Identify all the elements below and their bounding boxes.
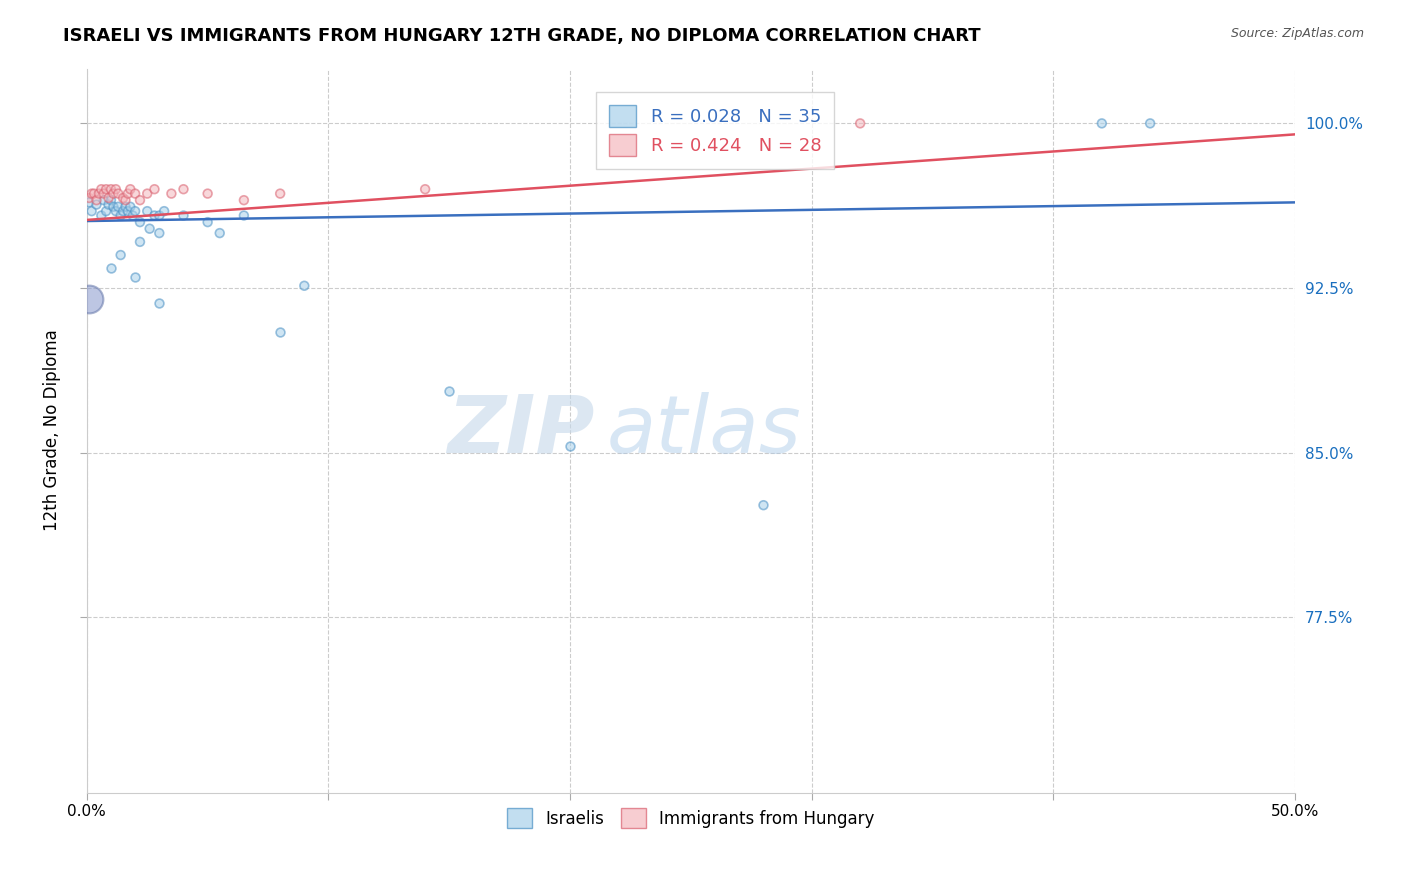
Point — [117, 186, 139, 201]
Point — [197, 186, 219, 201]
Point — [197, 215, 219, 229]
Point — [124, 186, 146, 201]
Point — [100, 261, 122, 276]
Point — [121, 209, 143, 223]
Point — [97, 197, 120, 211]
Point — [90, 182, 112, 196]
Point — [172, 209, 194, 223]
Point — [269, 325, 291, 339]
Point — [112, 204, 135, 219]
Point — [148, 209, 170, 223]
Point — [100, 182, 122, 196]
Point — [413, 182, 436, 196]
Point — [143, 209, 166, 223]
Point — [849, 116, 872, 130]
Point — [752, 498, 775, 512]
Point — [232, 193, 254, 207]
Point — [86, 197, 108, 211]
Point — [90, 209, 112, 223]
Text: ISRAELI VS IMMIGRANTS FROM HUNGARY 12TH GRADE, NO DIPLOMA CORRELATION CHART: ISRAELI VS IMMIGRANTS FROM HUNGARY 12TH … — [63, 27, 981, 45]
Point — [107, 200, 129, 214]
Point — [136, 204, 159, 219]
Point — [232, 209, 254, 223]
Point — [103, 186, 125, 201]
Point — [80, 204, 103, 219]
Point — [560, 439, 582, 453]
Point — [124, 270, 146, 285]
Point — [439, 384, 461, 398]
Point — [93, 193, 115, 207]
Point — [143, 182, 166, 196]
Point — [77, 191, 100, 205]
Point — [77, 292, 100, 306]
Y-axis label: 12th Grade, No Diploma: 12th Grade, No Diploma — [44, 330, 60, 532]
Point — [148, 226, 170, 240]
Point — [94, 182, 117, 196]
Point — [94, 204, 117, 219]
Point — [129, 193, 152, 207]
Point — [172, 182, 194, 196]
Point — [153, 204, 176, 219]
Point — [148, 296, 170, 310]
Point — [117, 204, 139, 219]
Point — [129, 215, 152, 229]
Point — [104, 204, 127, 219]
Point — [292, 278, 315, 293]
Point — [114, 193, 136, 207]
Text: atlas: atlas — [606, 392, 801, 469]
Point — [80, 186, 103, 201]
Point — [77, 195, 100, 210]
Point — [100, 193, 122, 207]
Point — [129, 235, 152, 249]
Point — [160, 186, 183, 201]
Point — [87, 186, 110, 201]
Point — [104, 182, 127, 196]
Point — [107, 186, 129, 201]
Text: ZIP: ZIP — [447, 392, 595, 469]
Point — [103, 200, 125, 214]
Legend: Israelis, Immigrants from Hungary: Israelis, Immigrants from Hungary — [501, 801, 882, 835]
Point — [208, 226, 231, 240]
Point — [124, 204, 146, 219]
Point — [86, 193, 108, 207]
Point — [110, 209, 132, 223]
Point — [136, 186, 159, 201]
Point — [269, 186, 291, 201]
Text: Source: ZipAtlas.com: Source: ZipAtlas.com — [1230, 27, 1364, 40]
Point — [112, 191, 135, 205]
Point — [83, 186, 105, 201]
Point — [1139, 116, 1161, 130]
Point — [97, 191, 120, 205]
Point — [110, 248, 132, 262]
Point — [120, 200, 142, 214]
Point — [120, 182, 142, 196]
Point — [93, 186, 115, 201]
Point — [1091, 116, 1114, 130]
Point — [138, 221, 160, 235]
Point — [114, 200, 136, 214]
